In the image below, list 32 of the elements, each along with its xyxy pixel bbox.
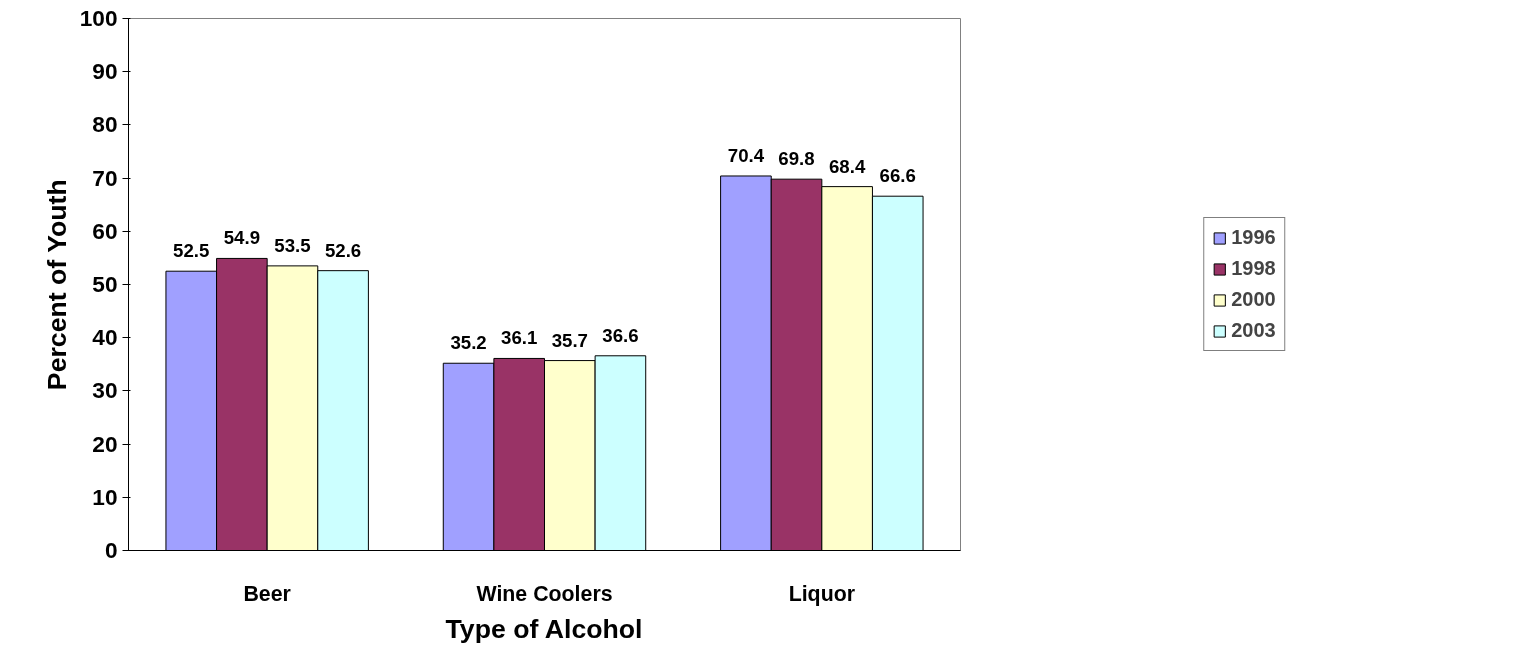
legend-label: 1996 bbox=[1231, 226, 1276, 249]
x-tick-label: Wine Coolers bbox=[476, 581, 613, 606]
y-tick-label: 80 bbox=[92, 111, 118, 138]
data-label: 36.6 bbox=[602, 324, 639, 346]
data-label: 69.8 bbox=[778, 148, 815, 170]
y-tick-label: 50 bbox=[92, 271, 118, 297]
data-label: 52.5 bbox=[173, 240, 210, 262]
data-label: 52.6 bbox=[324, 239, 362, 261]
data-label: 70.4 bbox=[727, 144, 765, 166]
y-tick-label: 60 bbox=[92, 217, 118, 244]
x-axis-title: Type of Alcohol bbox=[445, 613, 643, 644]
x-tick-label: Liquor bbox=[788, 581, 856, 606]
data-label: 36.1 bbox=[501, 327, 538, 349]
y-tick-label: 30 bbox=[92, 377, 118, 404]
data-label: 68.4 bbox=[828, 155, 866, 177]
y-axis-title: Percent of Youth bbox=[41, 179, 72, 391]
y-tick-label: 20 bbox=[92, 430, 118, 457]
y-tick-label: 90 bbox=[92, 58, 118, 85]
legend-label: 1998 bbox=[1231, 257, 1276, 280]
data-label: 35.2 bbox=[450, 332, 487, 354]
y-tick-label: 100 bbox=[79, 5, 118, 31]
data-label: 53.5 bbox=[274, 234, 311, 256]
y-tick-label: 10 bbox=[92, 483, 118, 510]
legend-label: 2003 bbox=[1231, 319, 1276, 342]
y-tick-label: 70 bbox=[92, 164, 118, 191]
x-tick-label: Beer bbox=[243, 581, 291, 606]
legend-label: 2000 bbox=[1231, 288, 1276, 311]
y-tick-label: 0 bbox=[104, 537, 118, 563]
data-label: 35.7 bbox=[551, 329, 588, 351]
data-label: 66.6 bbox=[879, 165, 916, 187]
data-label: 54.9 bbox=[223, 227, 261, 249]
y-tick-label: 40 bbox=[92, 324, 118, 351]
